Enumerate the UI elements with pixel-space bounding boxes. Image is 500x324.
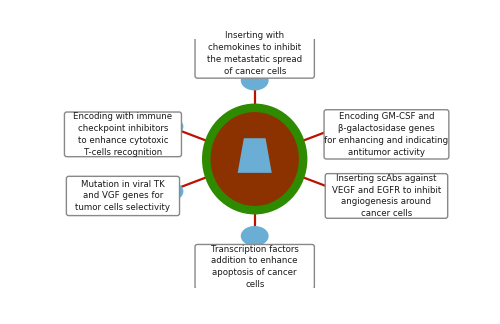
Text: Inserting with
chemokines to inhibit
the metastatic spread
of cancer cells: Inserting with chemokines to inhibit the… (207, 31, 302, 76)
Text: Inserting scAbs against
VEGF and EGFR to inhibit
angiogenesis around
cancer cell: Inserting scAbs against VEGF and EGFR to… (332, 174, 441, 218)
Ellipse shape (326, 117, 354, 137)
Ellipse shape (326, 181, 354, 201)
Text: Encoding GM-CSF and
β-galactosidase genes
for enhancing and indicating
antitumor: Encoding GM-CSF and β-galactosidase gene… (324, 112, 448, 156)
Ellipse shape (156, 117, 184, 137)
Ellipse shape (241, 226, 268, 246)
FancyBboxPatch shape (324, 110, 449, 159)
Text: Transcription factors
addition to enhance
apoptosis of cancer
cells: Transcription factors addition to enhanc… (211, 245, 298, 289)
Ellipse shape (156, 181, 184, 201)
Ellipse shape (202, 104, 308, 214)
FancyBboxPatch shape (195, 245, 314, 289)
FancyBboxPatch shape (325, 174, 448, 218)
Ellipse shape (241, 70, 268, 90)
Text: Mutation in viral TK
and VGF genes for
tumor cells selectivity: Mutation in viral TK and VGF genes for t… (76, 180, 170, 212)
Polygon shape (238, 138, 272, 173)
FancyBboxPatch shape (66, 176, 180, 215)
FancyBboxPatch shape (64, 112, 182, 157)
Ellipse shape (210, 112, 299, 206)
Text: Encoding with immune
checkpoint inhibitors
to enhance cytotoxic
T-cells recognit: Encoding with immune checkpoint inhibito… (74, 112, 172, 156)
FancyBboxPatch shape (195, 29, 314, 78)
